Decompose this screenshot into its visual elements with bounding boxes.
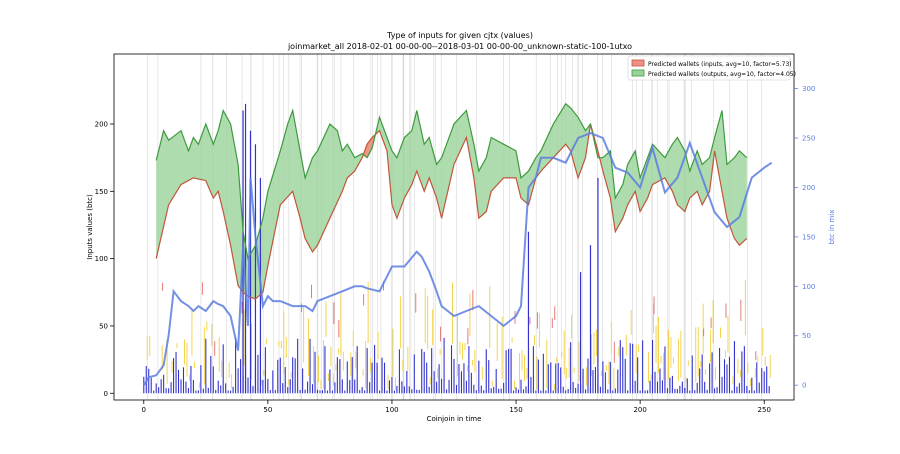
y-tick-label: 50 <box>99 322 108 330</box>
x-axis-label: Coinjoin in time <box>427 415 482 423</box>
y2-tick-label: 100 <box>802 283 815 291</box>
legend-label-inputs: Predicted wallets (inputs, avg=10, facto… <box>648 61 792 68</box>
legend: Predicted wallets (inputs, avg=10, facto… <box>627 55 796 81</box>
legend-label-outputs: Predicted wallets (outputs, avg=10, fact… <box>648 71 796 78</box>
y-tick-label: 0 <box>104 390 108 398</box>
y-tick-label: 150 <box>95 188 108 196</box>
outputs-fill-area <box>156 103 747 299</box>
legend-swatch-inputs <box>631 59 645 67</box>
legend-swatch-outputs <box>631 69 645 77</box>
x-tick-label: 200 <box>633 406 646 414</box>
inputs-fill-area <box>363 135 375 158</box>
y2-tick-label: 300 <box>802 85 815 93</box>
axes-layer: 0 50 100 150 200 250 0 50 100 150 200 0 50 100 150 200 2… <box>95 85 816 414</box>
plot-frame <box>113 53 795 401</box>
y2-tick-label: 0 <box>802 382 806 390</box>
y2-tick-label: 250 <box>802 135 815 143</box>
y2-tick-label: 50 <box>802 332 811 340</box>
plot-clipped <box>142 54 773 400</box>
y2-tick-label: 200 <box>802 184 815 192</box>
x-tick-label: 0 <box>142 406 146 414</box>
plot-layer <box>142 54 773 400</box>
y-axis-label: Inputs values (btc) <box>86 194 94 260</box>
legend-box <box>627 55 791 81</box>
y-tick-label: 200 <box>95 121 108 129</box>
chart-subtitle: joinmarket_all 2018-02-01 00-00-00--2018… <box>287 42 632 51</box>
y2-axis-label: btc in mix <box>828 210 836 245</box>
x-tick-label: 50 <box>263 406 272 414</box>
y2-tick-label: 150 <box>802 233 815 241</box>
x-tick-label: 100 <box>385 406 398 414</box>
x-tick-label: 150 <box>509 406 522 414</box>
btc-in-mix-line <box>142 132 773 386</box>
y-tick-label: 100 <box>95 255 108 263</box>
chart-title: Type of inputs for given cjtx (values) <box>386 31 533 40</box>
x-tick-label: 250 <box>758 406 771 414</box>
